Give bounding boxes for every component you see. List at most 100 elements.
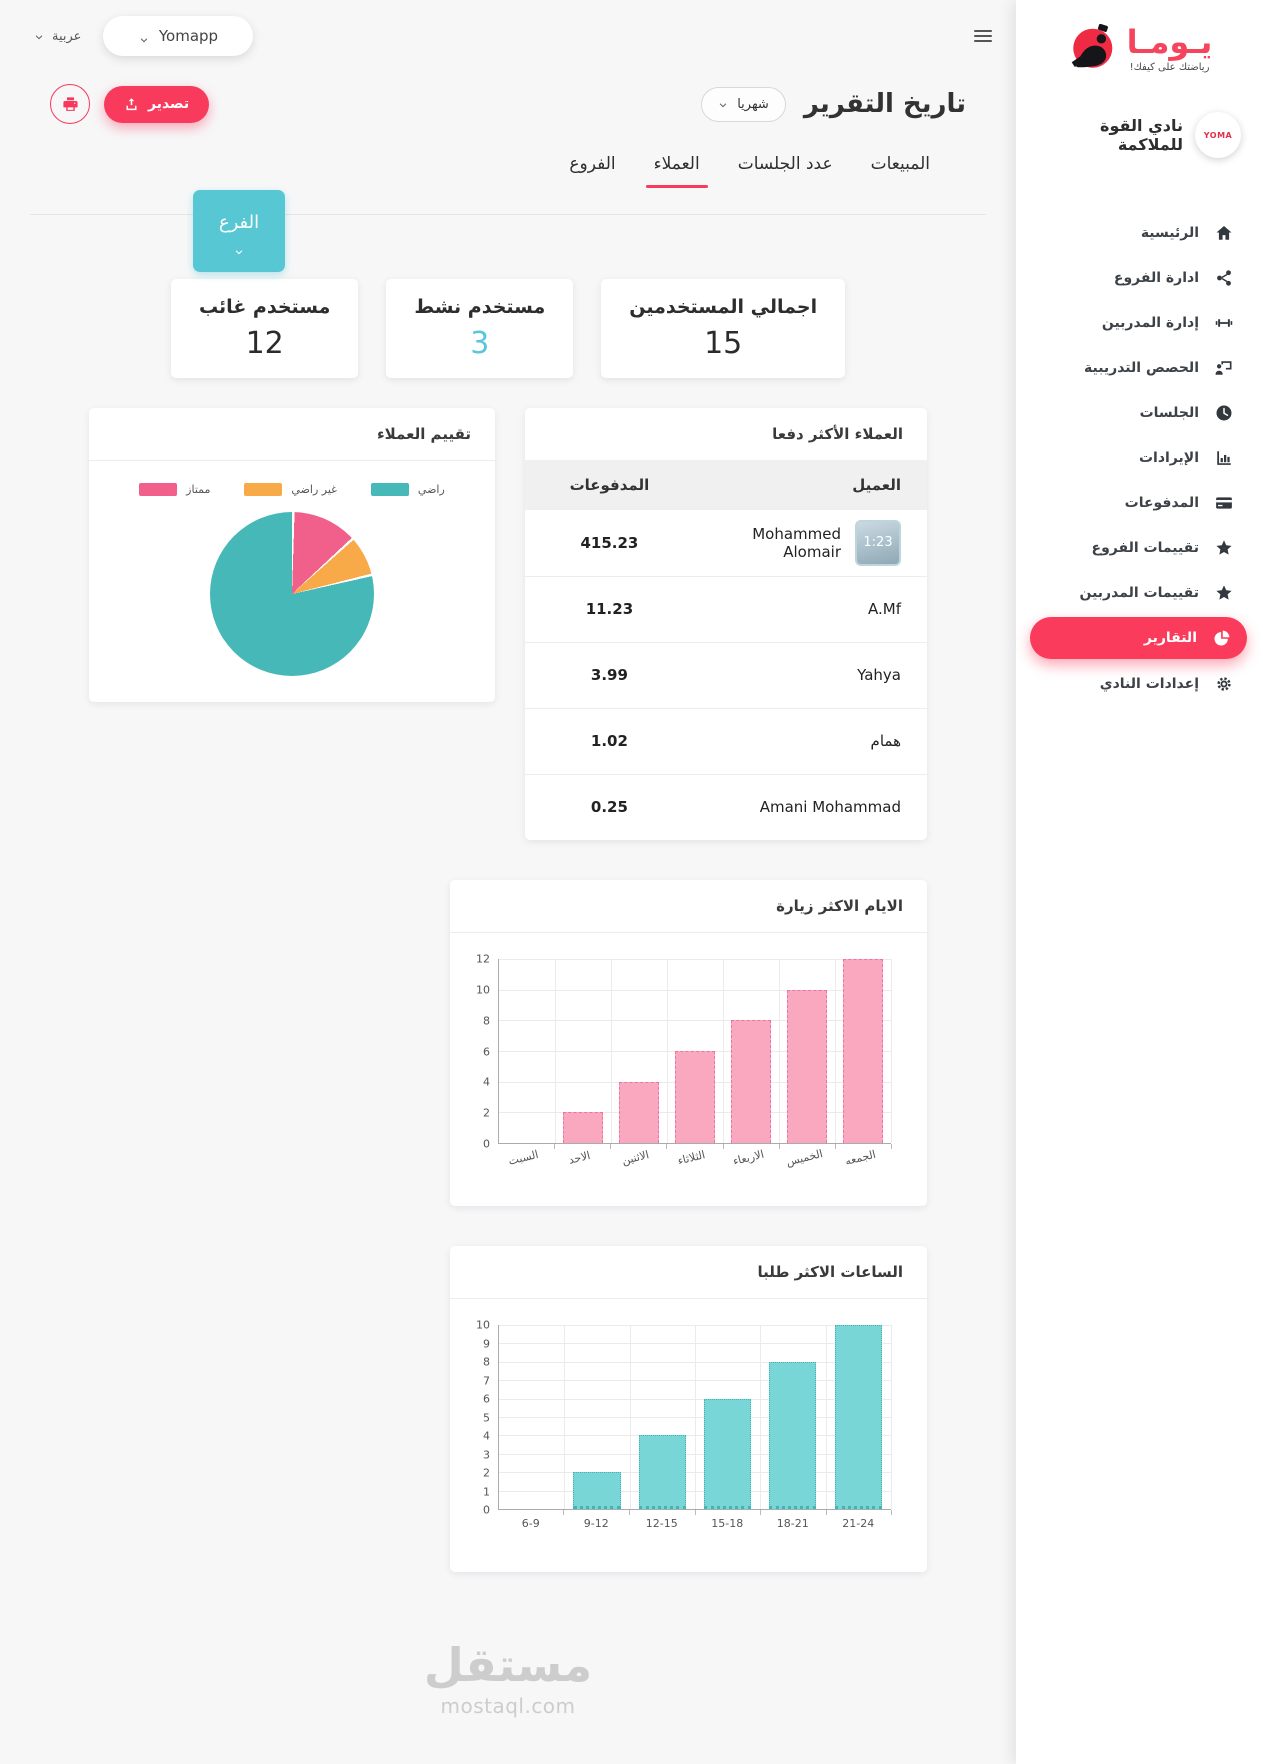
x-axis-labels: 6-9 9-12 12-15 15-18 18-21 21-24 (498, 1510, 892, 1552)
hamburger-menu-icon[interactable] (974, 27, 992, 45)
club-name: نادي القوة للملاكمة (1100, 116, 1183, 154)
tab-branches[interactable]: الفروع (569, 154, 616, 174)
bar-6-9 (499, 1325, 564, 1509)
bar-الثلاثاء (667, 959, 723, 1143)
legend-label: ممتاز (186, 483, 211, 496)
tab-sessions-count[interactable]: عدد الجلسات (737, 154, 833, 174)
sidebar-item-club-settings[interactable]: إعدادات النادي (1016, 661, 1263, 706)
table-row[interactable]: Yahya 3.99 (525, 642, 927, 709)
sidebar-item-branches-management[interactable]: ادارة الفروع (1016, 255, 1263, 300)
report-header: تاريخ التقرير شهريا تصدير (0, 56, 1016, 124)
most-visited-days-title: الايام الاكثر زيارة (450, 880, 927, 933)
page-title: تاريخ التقرير (803, 89, 966, 119)
chart-column-icon (1214, 448, 1233, 467)
section-divider (30, 214, 986, 215)
sidebar-item-reports[interactable]: التقارير (1030, 617, 1247, 659)
stat-value: 15 (704, 326, 743, 361)
dumbbell-icon (1214, 313, 1233, 332)
bar-السبت (499, 959, 555, 1143)
bar-21-24 (826, 1325, 891, 1509)
bar-12-15 (630, 1325, 695, 1509)
client-payments: 3.99 (525, 642, 694, 709)
client-name: A.Mf (693, 576, 927, 643)
share-nodes-icon (1214, 268, 1233, 287)
stat-value: 3 (470, 326, 490, 361)
most-requested-hours-title: الساعات الاكثر طلبا (450, 1246, 927, 1299)
club-profile[interactable]: YOMA نادي القوة للملاكمة (1016, 112, 1263, 158)
legend-item: غير راضي (244, 483, 337, 496)
boxer-logo-icon (1071, 24, 1112, 68)
sidebar-item-label: المدفوعات (1124, 494, 1199, 511)
client-name: Mohammed Alomair (752, 524, 841, 561)
tab-sales[interactable]: المبيعات (870, 154, 930, 174)
table-row[interactable]: Amani Mohammad 0.25 (525, 774, 927, 840)
sidebar-item-label: إدارة المدربين (1101, 314, 1199, 331)
tab-clients[interactable]: العملاء (645, 154, 708, 188)
sidebar-item-training-classes[interactable]: الحصص التدريبية (1016, 345, 1263, 390)
x-axis-tick-label: 9-12 (583, 1517, 609, 1530)
x-axis-tick-label: الاثنين (620, 1148, 651, 1168)
logo-wordmark: يـومـا (1126, 22, 1213, 61)
sidebar-item-label: الرئيسية (1140, 224, 1199, 241)
bar-الجمعه (835, 959, 891, 1143)
legend-label: راضي (417, 483, 445, 496)
x-axis-tick-label: الجمعه (843, 1147, 877, 1168)
y-axis-labels: 0 2 4 6 8 10 12 (476, 952, 490, 1151)
sidebar-item-label: تقييمات المدربين (1079, 584, 1199, 601)
table-row[interactable]: 1:23 Mohammed Alomair 415.23 (525, 510, 927, 577)
bar-18-21 (760, 1325, 825, 1509)
export-label: تصدير (148, 96, 190, 112)
chevron-down-icon (139, 31, 149, 43)
language-selector[interactable]: عربية (34, 29, 81, 44)
app-selector-value: Yomapp (158, 27, 219, 45)
stat-card-absent-users: مستخدم غائب 12 (170, 279, 359, 378)
sidebar-item-sessions[interactable]: الجلسات (1016, 390, 1263, 435)
logo-tagline: رياضتك على كيفك! (1129, 61, 1210, 73)
clients-rating-title: تقييم العملاء (89, 408, 495, 461)
client-name: Yahya (693, 642, 927, 709)
middle-cards-row: العملاء الأكثر دفعا العميل المدفوعات 1:2… (0, 408, 1016, 840)
stat-label: مستخدم نشط (414, 296, 546, 318)
client-payments: 1.02 (525, 708, 694, 775)
x-axis-tick-label: الثلاثاء (676, 1148, 707, 1168)
bar-15-18 (695, 1325, 760, 1509)
client-photo: 1:23 (855, 519, 901, 566)
table-row[interactable]: A.Mf 11.23 (525, 576, 927, 643)
star-icon (1214, 538, 1233, 557)
client-name: Amani Mohammad (759, 798, 901, 817)
x-axis-labels: السبت الاحد الاثنين الثلاثاء الاربعاء الخميس ا… (498, 1144, 892, 1186)
period-selector-dropdown[interactable]: شهريا (701, 86, 786, 122)
x-axis-tick-label: السبت (507, 1147, 540, 1168)
app-selector-dropdown[interactable]: Yomapp (103, 16, 254, 56)
x-axis-tick-label: 6-9 (521, 1517, 540, 1530)
x-axis-tick-label: 15-18 (711, 1517, 744, 1530)
chalkboard-user-icon (1214, 358, 1233, 377)
sidebar-nav: الرئيسية ادارة الفروع إدارة المدربين الح… (1016, 210, 1263, 706)
stat-card-total-users: اجمالي المستخدمين 15 (601, 279, 846, 378)
sidebar-item-revenues[interactable]: الإيرادات (1016, 435, 1263, 480)
export-button[interactable]: تصدير (104, 85, 210, 123)
branch-filter-button[interactable]: الفرع (193, 190, 285, 272)
plot-area (498, 1325, 892, 1510)
sidebar-item-trainers-management[interactable]: إدارة المدربين (1016, 300, 1263, 345)
x-axis-tick-label: 21-24 (842, 1517, 875, 1530)
watermark-subtitle: mostaql.com (440, 1694, 576, 1718)
table-row[interactable]: همام 1.02 (525, 708, 927, 775)
x-axis-tick-label: 12-15 (645, 1517, 678, 1530)
sidebar-item-branch-ratings[interactable]: تقييمات الفروع (1016, 525, 1263, 570)
chevron-down-icon (718, 99, 728, 109)
chart-pie-icon (1212, 629, 1231, 648)
clients-rating-pie-chart (210, 512, 374, 676)
sidebar-item-label: إعدادات النادي (1099, 675, 1199, 692)
print-button[interactable] (50, 84, 90, 124)
legend-swatch (244, 483, 283, 496)
sidebar-item-trainer-ratings[interactable]: تقييمات المدربين (1016, 570, 1263, 615)
top-clients-title: العملاء الأكثر دفعا (772, 425, 903, 443)
printer-icon (62, 96, 78, 111)
client-payments: 415.23 (525, 510, 694, 577)
client-payments: 11.23 (525, 576, 694, 643)
sidebar-item-payments[interactable]: المدفوعات (1016, 480, 1263, 525)
watermark-title: مستقل (423, 1638, 593, 1692)
sidebar-item-home[interactable]: الرئيسية (1016, 210, 1263, 255)
bar-9-12 (564, 1325, 629, 1509)
